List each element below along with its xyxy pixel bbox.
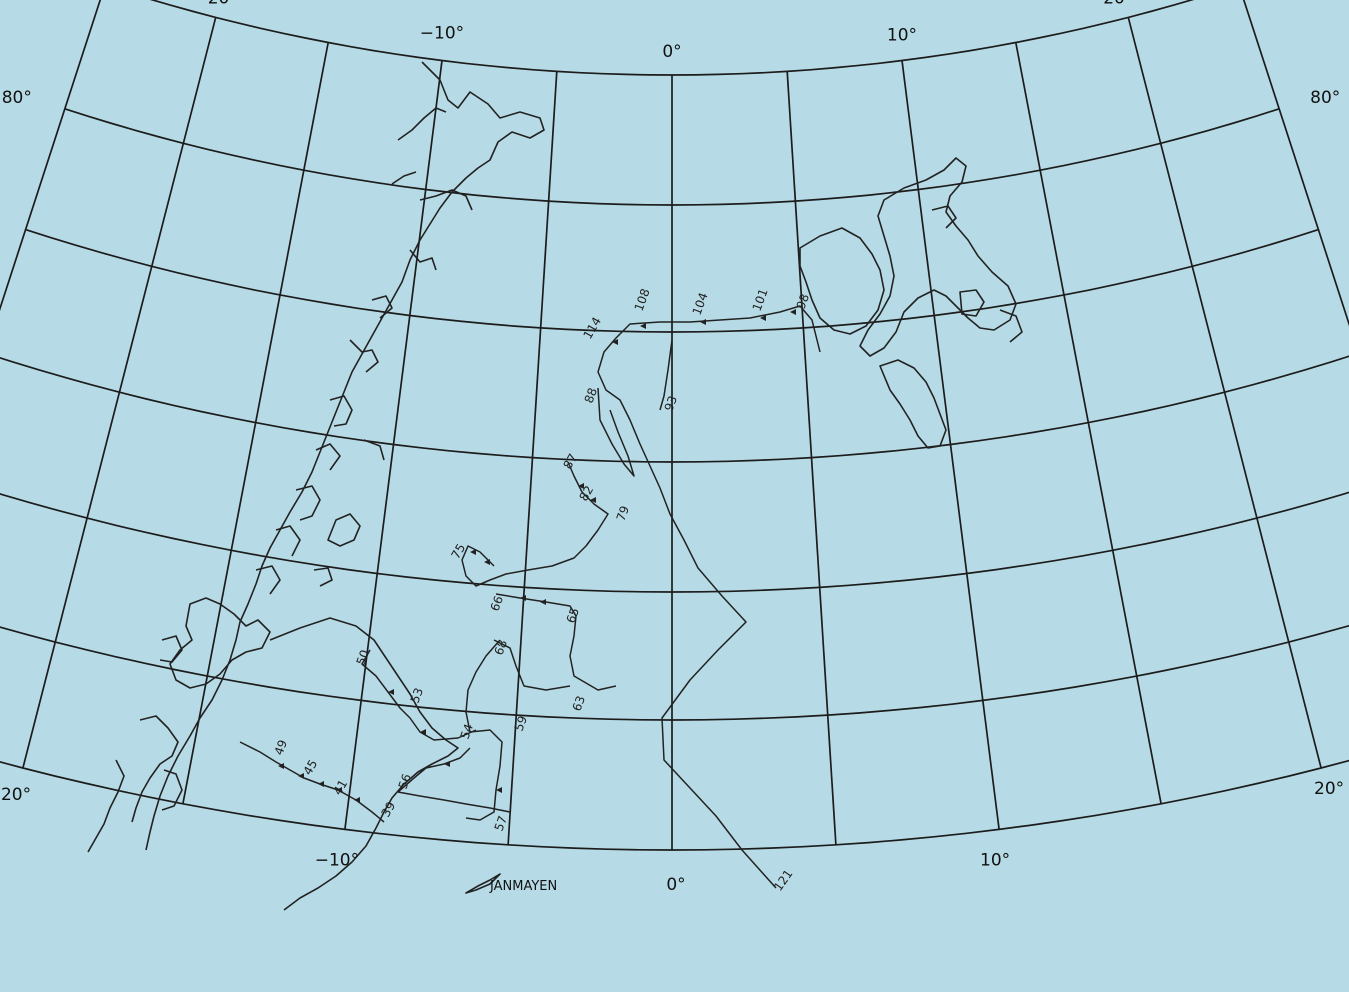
station-label: 68 <box>492 638 510 657</box>
parallel-82 <box>149 0 1195 76</box>
station-label: 114 <box>580 315 604 342</box>
station-label: 49 <box>272 738 290 757</box>
meridian-5 <box>786 71 837 845</box>
lon-label-top-10: 10° <box>887 26 917 46</box>
station-label: 88 <box>582 386 600 405</box>
lon-label-bottom-20: 20° <box>1314 779 1344 799</box>
graticule <box>0 0 1349 851</box>
parallel-74 <box>0 491 1349 593</box>
meridian--20 <box>22 17 217 769</box>
station-label: 79 <box>614 504 632 523</box>
station-label: 41 <box>330 777 350 797</box>
station-label: 56 <box>396 772 414 791</box>
station-label: 57 <box>492 814 510 833</box>
station-labels: 121 108 104 101 98 114 93 88 87 82 79 75… <box>272 287 812 894</box>
graticule-labels: 82°80°78°76°74°72°70°82°80°78°76°74°72°7… <box>0 0 1344 895</box>
svalbard-coastline <box>799 157 1023 449</box>
station-label: 53 <box>408 686 426 705</box>
station-label: 104 <box>690 291 711 317</box>
lon-label-bottom--20: −20° <box>0 785 31 805</box>
lon-label-bottom--10: −10° <box>315 850 359 870</box>
station-label: 121 <box>771 867 796 894</box>
meridian--5 <box>507 71 558 845</box>
station-label: 45 <box>300 757 320 777</box>
station-label: 65 <box>564 606 582 625</box>
lon-label-top-0: 0° <box>662 42 681 62</box>
meridian-10 <box>901 60 1000 830</box>
meridian--25 <box>0 0 102 312</box>
lon-label-top-20: 20° <box>1103 0 1133 8</box>
lon-label-bottom-0: 0° <box>666 875 685 895</box>
meridian--10 <box>344 60 443 830</box>
jan-mayen-island: JANMAYEN <box>465 873 557 894</box>
lon-label-top--10: −10° <box>420 24 464 44</box>
station-label: 93 <box>662 394 680 413</box>
station-label: 108 <box>632 287 653 313</box>
station-label: 63 <box>570 694 588 713</box>
meridian-20 <box>1127 17 1322 769</box>
station-label: 66 <box>488 594 506 613</box>
station-label: 50 <box>354 648 372 667</box>
station-label: 101 <box>750 287 771 313</box>
station-label: 75 <box>448 541 468 561</box>
jan-mayen-label: JANMAYEN <box>489 879 557 894</box>
station-label: 54 <box>458 722 476 741</box>
meridian-15 <box>1014 42 1162 804</box>
station-label: 98 <box>794 292 812 311</box>
lon-label-bottom-10: 10° <box>980 850 1010 870</box>
station-label: 39 <box>378 799 398 819</box>
cruise-track <box>239 305 821 889</box>
greenland-coastline <box>87 61 545 911</box>
station-label: 87 <box>560 451 580 471</box>
parallel-70 <box>0 759 1349 851</box>
meridian-25 <box>1242 0 1349 327</box>
lat-label-right-80: 80° <box>1310 88 1340 108</box>
meridian--15 <box>182 42 330 804</box>
station-label: 59 <box>512 714 530 733</box>
station-label: 82 <box>576 483 596 503</box>
lat-label-left-80: 80° <box>2 88 32 108</box>
lon-label-top--20: −20° <box>194 0 238 8</box>
